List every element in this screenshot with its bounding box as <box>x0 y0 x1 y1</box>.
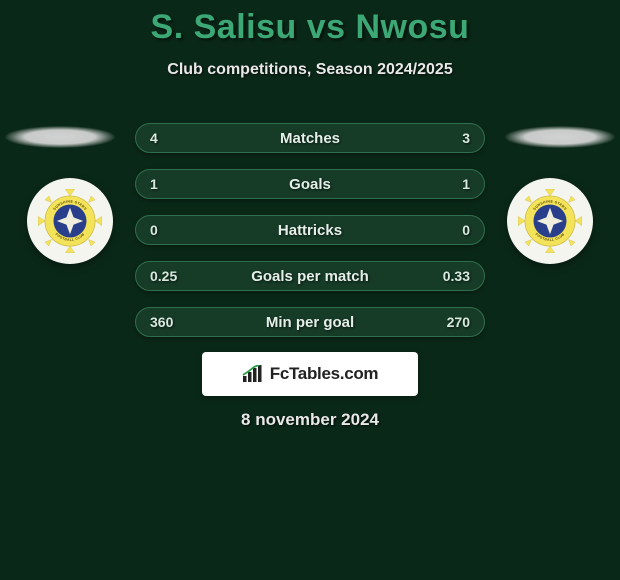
player-shadow-right <box>505 126 615 148</box>
stat-right-value: 1 <box>462 176 470 192</box>
stat-left-value: 360 <box>150 314 173 330</box>
stat-label: Hattricks <box>136 222 484 239</box>
player-shadow-left <box>5 126 115 148</box>
stat-right-value: 270 <box>447 314 470 330</box>
brand-text: FcTables.com <box>270 364 379 384</box>
stat-row-hattricks: 0 Hattricks 0 <box>135 215 485 245</box>
comparison-title: S. Salisu vs Nwosu <box>0 0 620 47</box>
stat-row-goals-per-match: 0.25 Goals per match 0.33 <box>135 261 485 291</box>
club-badge-left: SUNSHINE STARS FOOTBALL CLUB <box>27 178 113 264</box>
stat-right-value: 0.33 <box>443 268 470 284</box>
stats-container: 4 Matches 3 1 Goals 1 0 Hattricks 0 0.25… <box>135 123 485 353</box>
stat-row-goals: 1 Goals 1 <box>135 169 485 199</box>
stat-right-value: 0 <box>462 222 470 238</box>
stat-label: Goals per match <box>136 268 484 285</box>
stat-label: Matches <box>136 130 484 147</box>
stat-row-min-per-goal: 360 Min per goal 270 <box>135 307 485 337</box>
stat-right-value: 3 <box>462 130 470 146</box>
generation-date: 8 november 2024 <box>0 410 620 430</box>
comparison-subtitle: Club competitions, Season 2024/2025 <box>0 61 620 79</box>
bar-chart-icon <box>242 365 264 383</box>
stat-left-value: 4 <box>150 130 158 146</box>
club-badge-right: SUNSHINE STARS FOOTBALL CLUB <box>507 178 593 264</box>
stat-label: Min per goal <box>136 314 484 331</box>
stat-row-matches: 4 Matches 3 <box>135 123 485 153</box>
sunshine-stars-badge-icon: SUNSHINE STARS FOOTBALL CLUB <box>37 188 103 254</box>
brand-badge[interactable]: FcTables.com <box>202 352 418 396</box>
stat-left-value: 1 <box>150 176 158 192</box>
stat-left-value: 0 <box>150 222 158 238</box>
sunshine-stars-badge-icon: SUNSHINE STARS FOOTBALL CLUB <box>517 188 583 254</box>
stat-left-value: 0.25 <box>150 268 177 284</box>
stat-label: Goals <box>136 176 484 193</box>
